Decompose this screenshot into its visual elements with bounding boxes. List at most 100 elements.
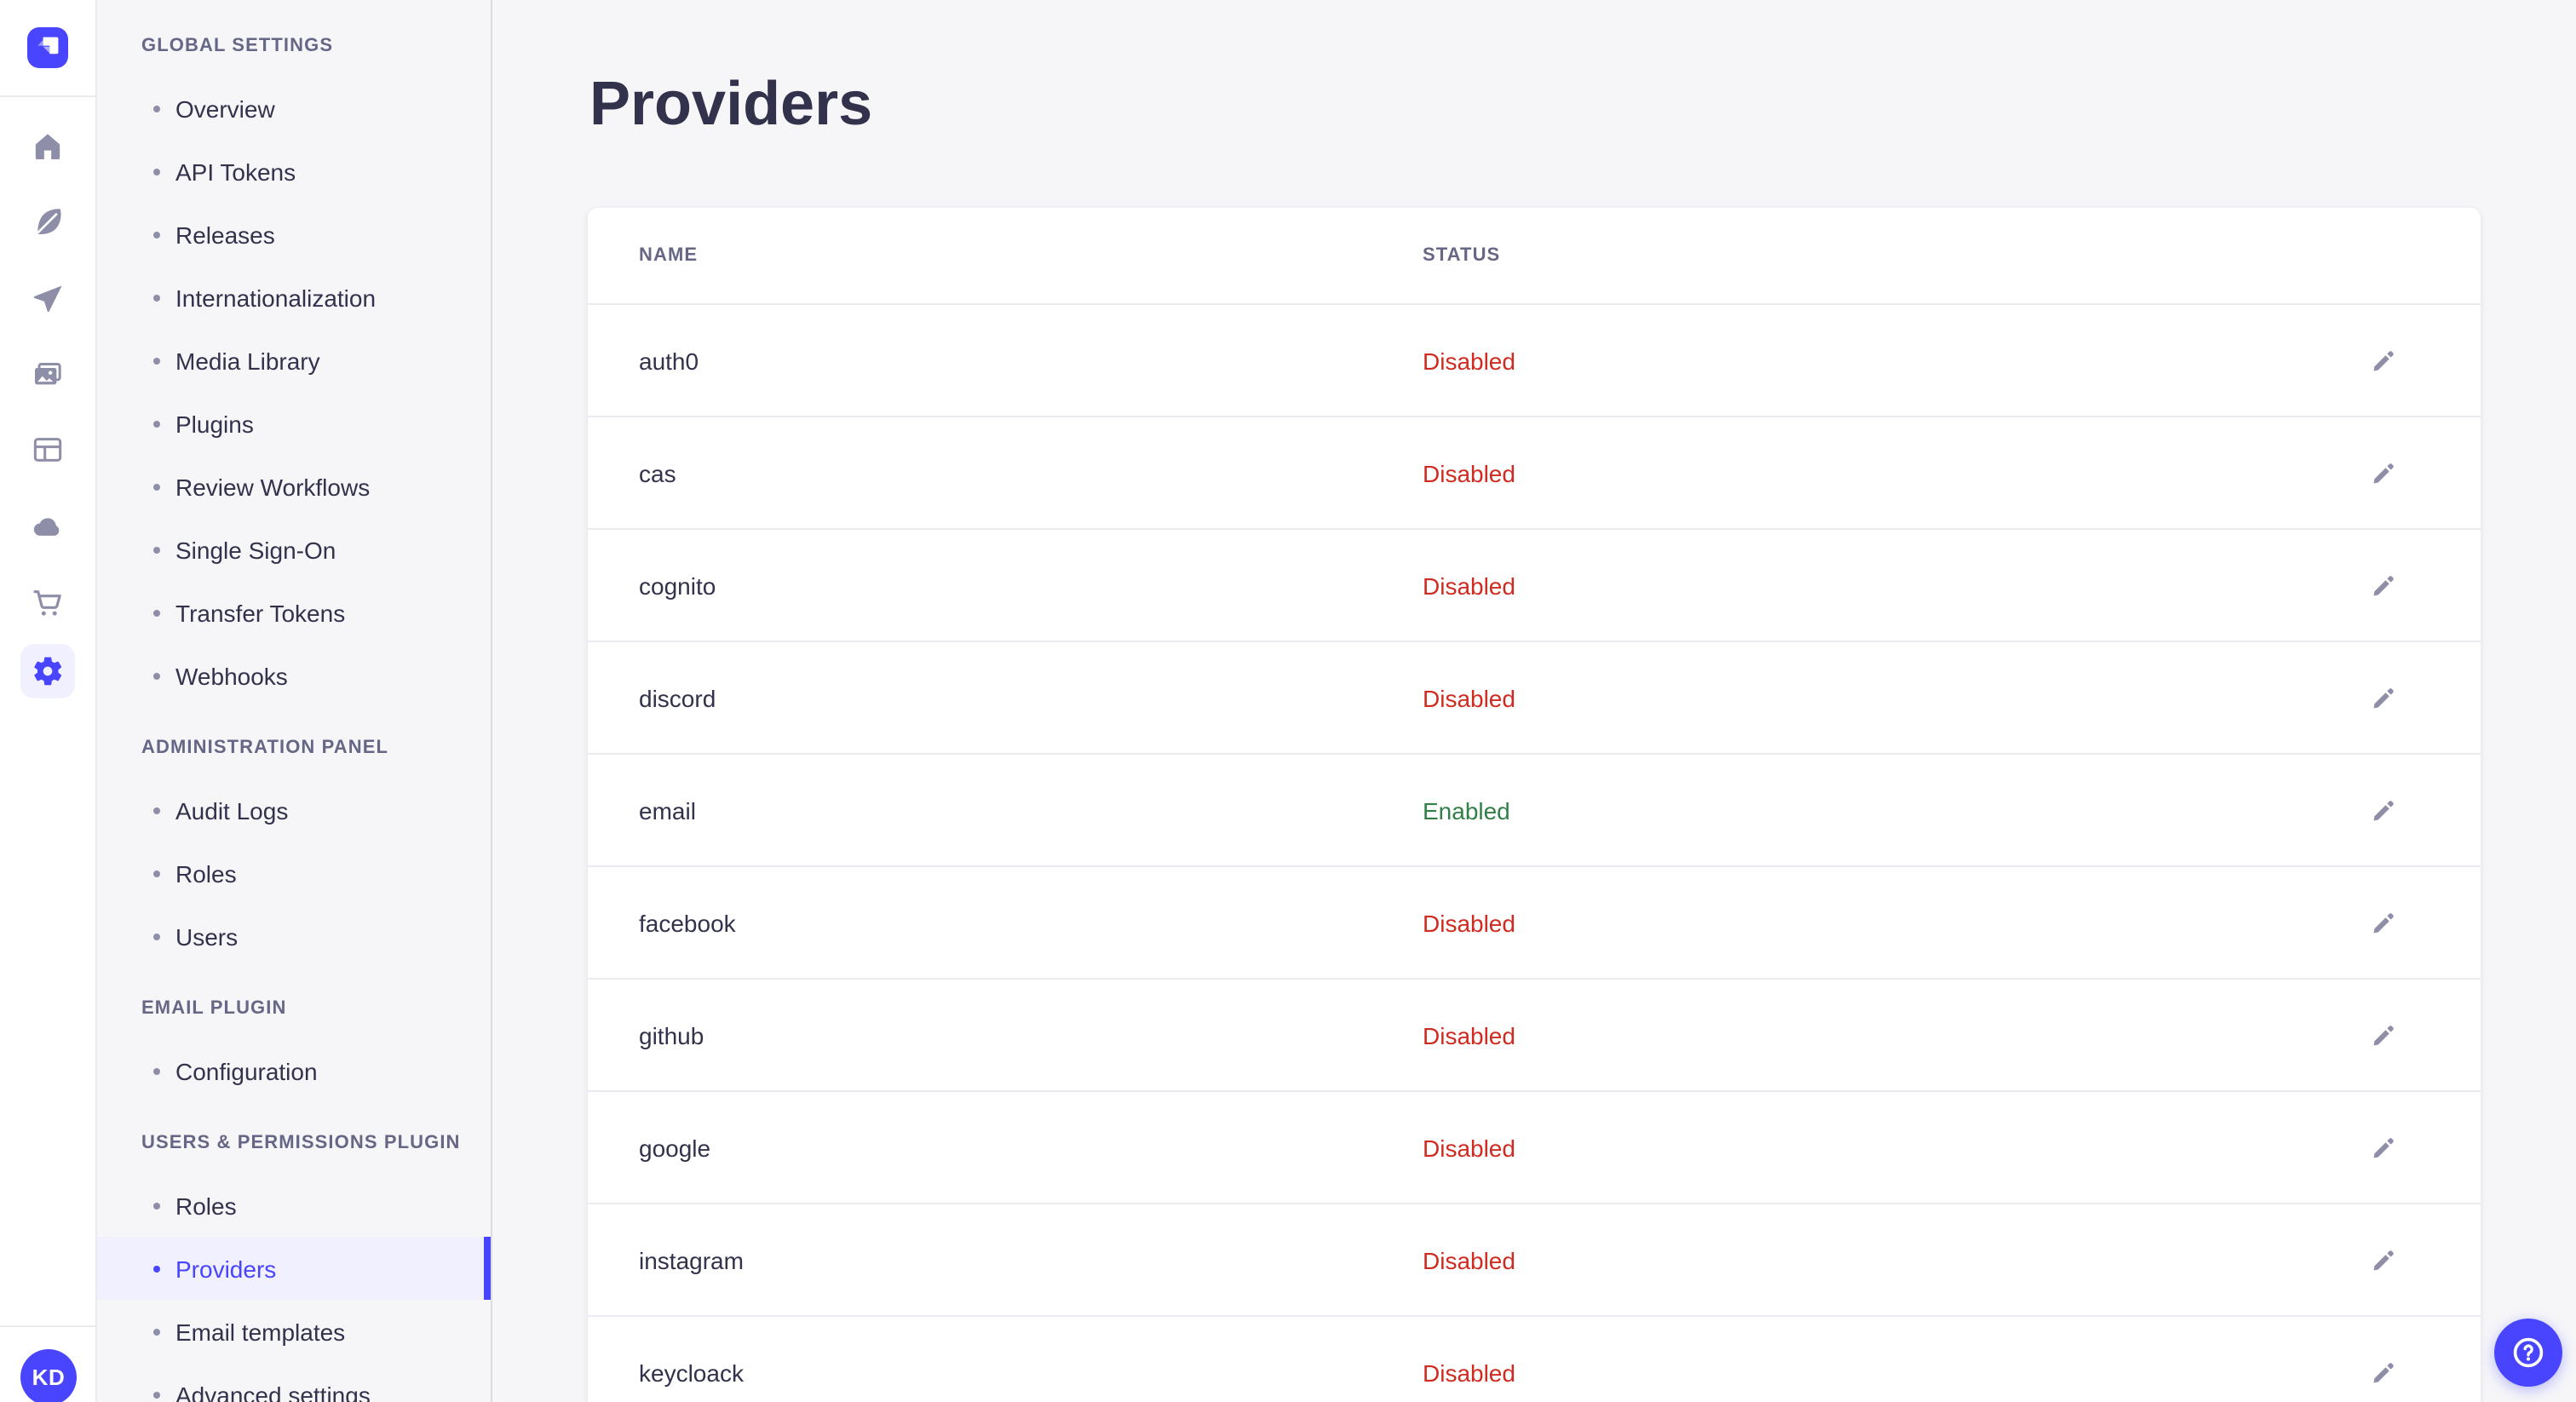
- bullet-icon: [153, 1328, 160, 1335]
- subnav-item-roles[interactable]: Roles: [97, 842, 491, 905]
- layout-icon[interactable]: [20, 422, 75, 477]
- pencil-icon: [2372, 1362, 2393, 1382]
- column-header-status: STATUS: [1423, 245, 1501, 266]
- pencil-icon: [2372, 1137, 2393, 1158]
- provider-status: Disabled: [1423, 1134, 1515, 1161]
- bullet-icon: [153, 105, 160, 112]
- pencil-icon: [2372, 575, 2393, 595]
- subnav-item-label: Providers: [175, 1255, 277, 1282]
- subnav-section-label: ADMINISTRATION PANEL: [141, 737, 389, 757]
- subnav-item-single-sign-on[interactable]: Single Sign-On: [97, 518, 491, 581]
- subnav-item-label: API Tokens: [175, 158, 296, 185]
- pencil-icon: [2372, 800, 2393, 820]
- strapi-logo-icon: [37, 37, 59, 55]
- pencil-icon: [2372, 687, 2393, 708]
- subnav-item-label: Releases: [175, 221, 275, 248]
- edit-provider-button[interactable]: [2355, 1232, 2410, 1287]
- subnav-item-media-library[interactable]: Media Library: [97, 329, 491, 392]
- feather-icon[interactable]: [20, 194, 75, 249]
- subnav-item-label: Media Library: [175, 347, 320, 374]
- bullet-icon: [153, 672, 160, 679]
- question-icon: [2513, 1337, 2544, 1368]
- subnav-item-overview[interactable]: Overview: [97, 77, 491, 140]
- pencil-icon: [2372, 912, 2393, 933]
- cart-icon[interactable]: [20, 576, 75, 630]
- subnav-item-internationalization[interactable]: Internationalization: [97, 266, 491, 329]
- bullet-icon: [153, 357, 160, 364]
- provider-name: email: [639, 796, 696, 824]
- table-row: email Enabled: [588, 753, 2481, 865]
- subnav-item-audit-logs[interactable]: Audit Logs: [97, 779, 491, 842]
- table-body: auth0 Disabled cas Disabled: [588, 303, 2481, 1402]
- media-library-icon[interactable]: [20, 348, 75, 402]
- subnav-section-label: GLOBAL SETTINGS: [141, 35, 334, 55]
- table-row: keycloack Disabled: [588, 1315, 2481, 1402]
- provider-status: Disabled: [1423, 909, 1515, 936]
- provider-status: Disabled: [1423, 684, 1515, 711]
- provider-name: instagram: [639, 1246, 744, 1273]
- edit-provider-button[interactable]: [2355, 558, 2410, 612]
- subnav-item-label: Overview: [175, 95, 275, 122]
- edit-provider-button[interactable]: [2355, 445, 2410, 500]
- bullet-icon: [153, 870, 160, 876]
- subnav-section: USERS & PERMISSIONS PLUGIN Roles Provide…: [97, 1111, 491, 1402]
- subnav-item-label: Advanced settings: [175, 1381, 371, 1402]
- subnav-item-providers[interactable]: Providers: [97, 1237, 491, 1300]
- edit-provider-button[interactable]: [2355, 333, 2410, 388]
- gear-icon[interactable]: [20, 644, 75, 698]
- pencil-icon: [2372, 350, 2393, 371]
- provider-status: Disabled: [1423, 459, 1515, 486]
- paper-plane-icon[interactable]: [20, 273, 75, 327]
- subnav-item-label: Audit Logs: [175, 796, 289, 824]
- column-header-name: NAME: [639, 245, 699, 266]
- bullet-icon: [153, 1067, 160, 1074]
- table-row: google Disabled: [588, 1090, 2481, 1203]
- strapi-logo[interactable]: [27, 27, 68, 68]
- bullet-icon: [153, 807, 160, 813]
- edit-provider-button[interactable]: [2355, 1120, 2410, 1175]
- bullet-icon: [153, 294, 160, 301]
- edit-provider-button[interactable]: [2355, 670, 2410, 725]
- provider-status: Disabled: [1423, 1021, 1515, 1049]
- subnav-item-label: Webhooks: [175, 662, 288, 689]
- subnav-item-transfer-tokens[interactable]: Transfer Tokens: [97, 581, 491, 644]
- subnav-item-webhooks[interactable]: Webhooks: [97, 644, 491, 707]
- edit-provider-button[interactable]: [2355, 1345, 2410, 1399]
- subnav-item-roles[interactable]: Roles: [97, 1174, 491, 1237]
- subnav-item-users[interactable]: Users: [97, 905, 491, 968]
- subnav-item-advanced-settings[interactable]: Advanced settings: [97, 1363, 491, 1402]
- provider-name: cognito: [639, 572, 716, 599]
- subnav-item-releases[interactable]: Releases: [97, 203, 491, 266]
- subnav-item-label: Configuration: [175, 1057, 318, 1084]
- home-icon[interactable]: [20, 119, 75, 174]
- pencil-icon: [2372, 1025, 2393, 1045]
- provider-name: github: [639, 1021, 704, 1049]
- avatar[interactable]: KD: [20, 1349, 77, 1402]
- subnav-item-review-workflows[interactable]: Review Workflows: [97, 455, 491, 518]
- table-row: github Disabled: [588, 978, 2481, 1090]
- bullet-icon: [153, 1391, 160, 1398]
- page-title: Providers: [589, 68, 873, 138]
- provider-status: Disabled: [1423, 347, 1515, 374]
- subnav-item-configuration[interactable]: Configuration: [97, 1039, 491, 1102]
- edit-provider-button[interactable]: [2355, 783, 2410, 837]
- subnav-item-plugins[interactable]: Plugins: [97, 392, 491, 455]
- subnav-section: ADMINISTRATION PANEL Audit Logs Roles Us…: [97, 715, 491, 968]
- bullet-icon: [153, 420, 160, 427]
- subnav-section-items: Configuration: [97, 1039, 491, 1102]
- provider-name: google: [639, 1134, 711, 1161]
- subnav-item-email-templates[interactable]: Email templates: [97, 1300, 491, 1363]
- edit-provider-button[interactable]: [2355, 1008, 2410, 1062]
- cloud-icon[interactable]: [20, 499, 75, 554]
- provider-name: discord: [639, 684, 716, 711]
- bullet-icon: [153, 168, 160, 175]
- subnav-item-label: Review Workflows: [175, 473, 371, 500]
- edit-provider-button[interactable]: [2355, 895, 2410, 950]
- table-row: cognito Disabled: [588, 528, 2481, 641]
- provider-name: keycloack: [639, 1359, 744, 1386]
- help-button[interactable]: [2494, 1319, 2562, 1387]
- subnav-item-api-tokens[interactable]: API Tokens: [97, 140, 491, 203]
- bullet-icon: [153, 609, 160, 616]
- provider-status: Enabled: [1423, 796, 1510, 824]
